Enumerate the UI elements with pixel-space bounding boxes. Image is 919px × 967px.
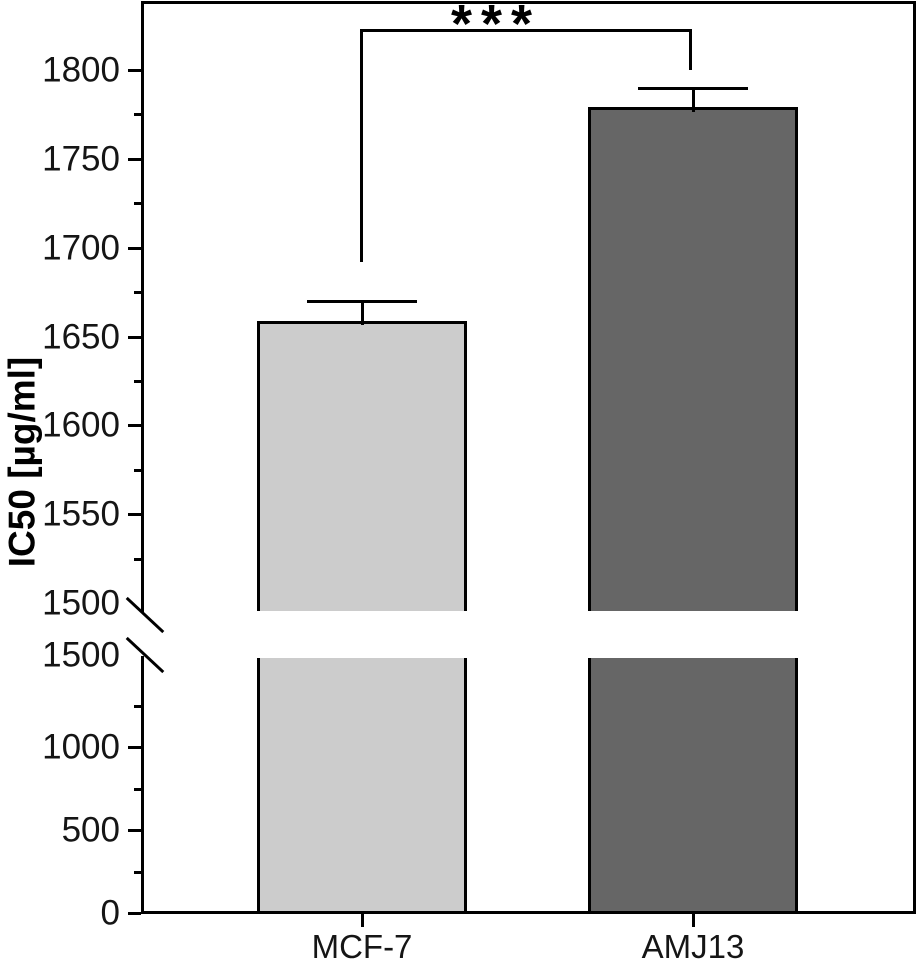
y-tick-label-upper: 1750	[42, 139, 120, 179]
x-tick-amj13	[692, 914, 695, 927]
y-tick-label-upper: 1600	[42, 405, 120, 445]
error-bar-stem-amj13	[692, 88, 695, 112]
y-minor-tick-upper	[134, 291, 141, 294]
plot-border-top	[141, 1, 916, 4]
axis-break-slash-upper	[125, 596, 165, 634]
y-major-tick-lower	[128, 746, 141, 749]
y-tick-label-lower: 500	[61, 810, 120, 850]
y-major-tick-upper	[128, 336, 141, 339]
bar-amj13	[588, 107, 798, 914]
x-axis-line	[141, 911, 916, 914]
plot-border-right	[913, 1, 916, 914]
y-axis-lower-segment	[141, 656, 144, 914]
y-minor-tick-lower	[134, 705, 141, 708]
y-axis-upper-segment	[141, 1, 144, 612]
y-major-tick-lower	[128, 912, 141, 915]
significance-bracket-top	[360, 29, 692, 32]
y-tick-label-upper: 1500	[42, 583, 120, 623]
y-major-tick-upper	[128, 247, 141, 250]
y-minor-tick-upper	[134, 558, 141, 561]
y-major-tick-upper	[128, 158, 141, 161]
y-tick-label-lower: 1500	[42, 635, 120, 675]
axis-break-slash-lower	[125, 636, 165, 674]
x-category-label-mcf-7: MCF-7	[311, 928, 413, 965]
y-minor-tick-upper	[134, 202, 141, 205]
y-major-tick-upper	[128, 69, 141, 72]
y-major-tick-upper	[128, 513, 141, 516]
y-minor-tick-lower	[134, 871, 141, 874]
significance-bracket-left	[360, 29, 363, 262]
error-bar-cap-mcf-7	[307, 300, 417, 303]
y-minor-tick-upper	[134, 113, 141, 116]
y-tick-label-upper: 1650	[42, 317, 120, 357]
error-bar-stem-mcf-7	[361, 301, 364, 325]
y-minor-tick-upper	[134, 380, 141, 383]
axis-break-mask	[228, 611, 833, 658]
y-major-tick-upper	[128, 424, 141, 427]
y-minor-tick-lower	[134, 788, 141, 791]
y-tick-label-lower: 0	[100, 893, 120, 933]
y-tick-label-upper: 1700	[42, 228, 120, 268]
significance-bracket-right	[689, 29, 692, 70]
x-tick-mcf-7	[361, 914, 364, 927]
error-bar-cap-amj13	[638, 87, 748, 90]
y-tick-label-lower: 1000	[42, 727, 120, 767]
significance-stars: ***	[450, 0, 542, 54]
y-tick-label-upper: 1550	[42, 494, 120, 534]
y-minor-tick-upper	[134, 469, 141, 472]
x-category-label-amj13: AMJ13	[641, 928, 745, 965]
y-tick-label-upper: 1800	[42, 50, 120, 90]
y-major-tick-lower	[128, 829, 141, 832]
